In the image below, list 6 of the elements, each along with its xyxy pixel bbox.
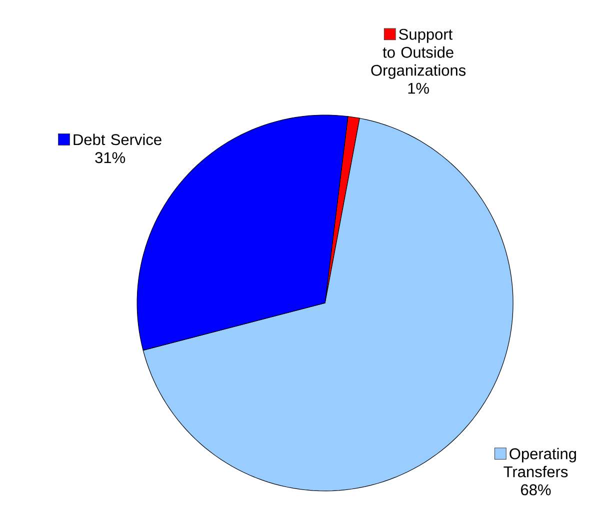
data-label: 68% [521, 484, 551, 496]
data-label: 31% [95, 152, 126, 164]
legend-label: Debt Service [74, 134, 162, 146]
data-label: 1% [408, 82, 429, 94]
legend-label: Support to Outside Organizations [371, 28, 466, 79]
legend-label: Operating Transfers [504, 448, 576, 478]
